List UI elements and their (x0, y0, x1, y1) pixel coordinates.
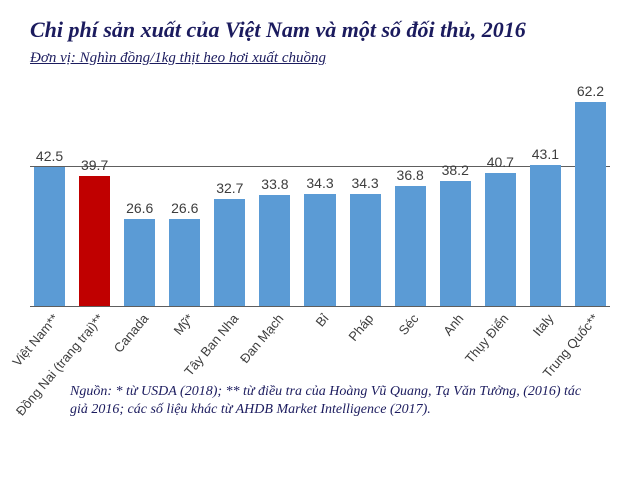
bar (169, 219, 200, 306)
bar (259, 195, 290, 306)
x-label-column: Séc (395, 309, 426, 377)
bar-column: 42.5 (34, 148, 65, 307)
x-axis-label: Canada (110, 311, 151, 356)
bar-column: 34.3 (350, 175, 381, 307)
bar (530, 165, 561, 307)
bar-column: 33.8 (259, 176, 290, 306)
chart-container: Chi phí sản xuất của Việt Nam và một số … (0, 0, 640, 503)
bar-column: 38.2 (440, 162, 471, 307)
bar-value-label: 38.2 (442, 162, 469, 178)
chart-unit-label: Đơn vị: Nghìn đồng/1kg thịt heo hơi xuất… (30, 50, 610, 67)
bar-value-label: 40.7 (487, 154, 514, 170)
x-axis-label: Italy (530, 311, 557, 339)
bar-column: 62.2 (575, 83, 606, 306)
x-label-column: Đồng Nai (trang trại)** (79, 309, 110, 377)
chart-title: Chi phí sản xuất của Việt Nam và một số … (30, 16, 610, 44)
x-label-column: Pháp (350, 309, 381, 377)
x-axis-label: Bỉ (313, 311, 332, 329)
bar-value-label: 36.8 (397, 167, 424, 183)
bar-column: 26.6 (124, 200, 155, 306)
bar-column: 43.1 (530, 146, 561, 307)
bar-value-label: 32.7 (216, 180, 243, 196)
bar-column: 26.6 (169, 200, 200, 306)
x-label-column: Bỉ (304, 309, 335, 377)
bar-value-label: 39.7 (81, 157, 108, 173)
bar-chart: 42.5 39.7 26.6 26.6 32.7 33.8 34.3 34.3 36.8 38.2… (30, 77, 610, 377)
bar (350, 194, 381, 307)
bar-value-label: 26.6 (171, 200, 198, 216)
bar-column: 39.7 (79, 157, 110, 306)
x-label-column: Tây Ban Nha (214, 309, 245, 377)
bar-column: 36.8 (395, 167, 426, 307)
bar (304, 194, 335, 307)
bar-column: 32.7 (214, 180, 245, 306)
bar (395, 186, 426, 307)
bar-value-label: 43.1 (532, 146, 559, 162)
bar (34, 167, 65, 307)
bar (214, 199, 245, 306)
x-label-column: Trung Quốc** (575, 309, 606, 377)
x-axis-label: Séc (396, 311, 422, 338)
bar (485, 173, 516, 307)
bar-value-label: 62.2 (577, 83, 604, 99)
bar-value-label: 34.3 (306, 175, 333, 191)
bar-value-label: 42.5 (36, 148, 63, 164)
x-axis-label: Mỹ* (170, 311, 196, 338)
x-label-column: Thụy Điển (485, 309, 516, 377)
bar-value-label: 34.3 (351, 175, 378, 191)
bar (79, 176, 110, 306)
bar (124, 219, 155, 306)
chart-source: Nguồn: * từ USDA (2018); ** từ điều tra … (30, 383, 610, 421)
x-label-column: Anh (440, 309, 471, 377)
bar (440, 181, 471, 307)
x-axis-label: Anh (440, 311, 466, 338)
bar (575, 102, 606, 306)
bar-value-label: 26.6 (126, 200, 153, 216)
x-axis-line (30, 306, 610, 307)
x-label-column: Canada (124, 309, 155, 377)
bar-column: 34.3 (304, 175, 335, 307)
bar-value-label: 33.8 (261, 176, 288, 192)
x-axis-labels: Việt Nam**Đồng Nai (trang trại)**CanadaM… (30, 309, 610, 377)
x-label-column: Đan Mạch (259, 309, 290, 377)
bar-column: 40.7 (485, 154, 516, 307)
plot-area: 42.5 39.7 26.6 26.6 32.7 33.8 34.3 34.3 36.8 38.2… (30, 77, 610, 307)
x-axis-label: Pháp (346, 311, 377, 344)
bars-group: 42.5 39.7 26.6 26.6 32.7 33.8 34.3 34.3 36.8 38.2… (30, 83, 610, 306)
